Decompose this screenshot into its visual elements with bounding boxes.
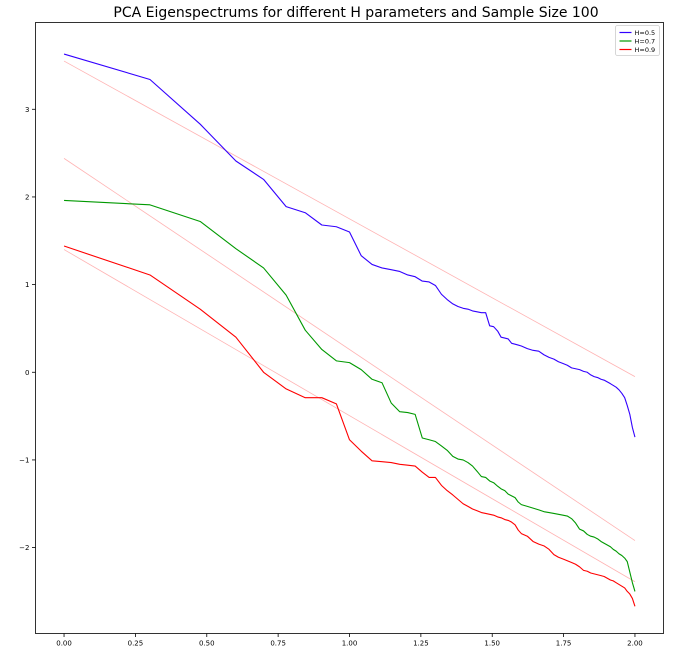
y-tick-label: −2 bbox=[19, 544, 29, 552]
x-tick-label: 1.25 bbox=[413, 640, 429, 648]
axes: 0.00 0.25 0.50 0.75 1.00 1.25 1.50 1.75 2.00 −2 −1… bbox=[19, 106, 643, 648]
fit-line-3 bbox=[63, 249, 636, 583]
series-line-1 bbox=[63, 53, 636, 438]
y-tick-label: 1 bbox=[25, 281, 29, 289]
y-tick-label: 2 bbox=[25, 193, 29, 201]
legend-label: H=0.7 bbox=[635, 37, 656, 45]
x-tick-label: 0.25 bbox=[128, 640, 144, 648]
chart-title: PCA Eigenspectrums for different H param… bbox=[113, 5, 598, 21]
x-tick-label: 1.50 bbox=[484, 640, 500, 648]
fit-line-1 bbox=[63, 60, 636, 378]
x-tick-label: 1.00 bbox=[342, 640, 358, 648]
plot-area bbox=[63, 53, 636, 607]
x-tick-label: 2.00 bbox=[627, 640, 643, 648]
axes-frame bbox=[35, 22, 664, 634]
series-line-3 bbox=[63, 245, 636, 607]
fit-line-2 bbox=[63, 158, 636, 541]
x-tick-label: 0.50 bbox=[199, 640, 215, 648]
legend: H=0.5H=0.7H=0.9 bbox=[615, 25, 660, 56]
x-tick-label: 0.00 bbox=[56, 640, 72, 648]
legend-label: H=0.5 bbox=[635, 29, 656, 37]
y-tick-label: 0 bbox=[25, 369, 29, 377]
x-tick-label: 1.75 bbox=[556, 640, 572, 648]
series-line-2 bbox=[64, 199, 636, 592]
x-tick-label: 0.75 bbox=[270, 640, 286, 648]
y-tick-label: −1 bbox=[19, 456, 29, 464]
legend-label: H=0.9 bbox=[635, 46, 656, 54]
y-tick-label: 3 bbox=[25, 106, 29, 114]
